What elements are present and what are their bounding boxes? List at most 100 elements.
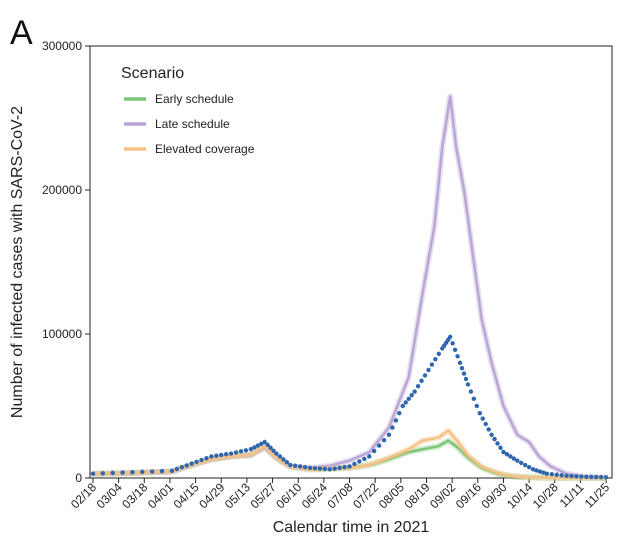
observed-point (228, 451, 234, 456)
observed-point (265, 442, 270, 448)
x-tick-label: 03/04 (94, 480, 125, 511)
x-tick-label: 08/05 (376, 480, 407, 511)
y-tick-label: 300000 (42, 39, 82, 53)
observed-point (268, 445, 273, 450)
observed-point (120, 470, 125, 475)
observed-point (511, 456, 517, 461)
observed-point (293, 463, 298, 468)
observed-point (526, 465, 532, 470)
observed-point (537, 469, 543, 474)
observed-point (281, 457, 286, 462)
x-tick-label: 04/15 (171, 480, 202, 511)
observed-point (564, 473, 569, 479)
observed-point (371, 448, 377, 454)
observed-point (381, 438, 387, 443)
observed-point (189, 461, 194, 466)
observed-point (459, 366, 465, 371)
observed-point (508, 454, 513, 459)
observed-point (393, 418, 399, 423)
observed-point (90, 471, 96, 476)
x-tick-label: 09/30 (478, 480, 509, 511)
x-tick-label: 11/11 (557, 480, 587, 510)
observed-point (480, 416, 485, 421)
observed-point (598, 474, 604, 480)
observed-point (252, 445, 257, 450)
observed-point (559, 473, 564, 478)
observed-point (179, 465, 184, 470)
series-line (92, 429, 607, 480)
observed-point (332, 466, 337, 471)
observed-point (262, 439, 267, 445)
x-tick-label: 07/08 (325, 480, 356, 511)
observed-point (436, 351, 442, 356)
observed-point (302, 465, 308, 470)
observed-point (463, 376, 469, 382)
observed-point (495, 441, 500, 446)
observed-point (574, 474, 579, 479)
observed-point (284, 459, 290, 465)
observed-point (130, 470, 135, 475)
observed-point (248, 447, 254, 452)
observed-point (347, 464, 352, 469)
legend-title: Scenario (121, 65, 184, 82)
observed-point (468, 389, 474, 394)
x-tick-label: 02/18 (68, 480, 99, 511)
observed-point (149, 469, 155, 474)
observed-point (589, 474, 594, 480)
observed-point (159, 468, 165, 474)
observed-point (409, 393, 414, 398)
observed-point (457, 360, 463, 365)
observed-point (243, 448, 249, 453)
observed-point (584, 474, 589, 480)
observed-point (362, 456, 367, 462)
observed-point (255, 443, 260, 448)
observed-point (110, 470, 115, 476)
observed-point (352, 461, 357, 467)
observed-point (489, 432, 494, 437)
observed-point (357, 459, 362, 464)
x-tick-label: 09/16 (453, 480, 484, 511)
observed-point (174, 466, 180, 472)
x-tick-label: 04/29 (196, 480, 227, 511)
observed-point (554, 472, 559, 477)
legend-label: Late schedule (155, 117, 230, 131)
observed-point (412, 389, 417, 394)
x-tick-label: 07/22 (350, 480, 381, 511)
observed-point (307, 465, 313, 471)
observed-point (214, 453, 219, 458)
observed-point (603, 475, 609, 480)
plot-frame (89, 45, 613, 479)
observed-point (297, 464, 303, 469)
observed-point (327, 467, 332, 472)
observed-point (455, 354, 460, 359)
x-tick-label: 03/18 (119, 480, 150, 511)
observed-point (450, 341, 455, 346)
observed-point (277, 454, 283, 459)
observed-point (406, 396, 411, 401)
x-tick-label: 06/24 (299, 480, 330, 511)
observed-point (403, 400, 408, 405)
observed-point (233, 450, 239, 455)
series-layer (90, 93, 609, 481)
legend-label: Elevated coverage (155, 142, 255, 156)
observed-point (534, 468, 539, 473)
observed-point (204, 456, 209, 461)
observed-point (397, 411, 402, 416)
observed-point (422, 373, 428, 378)
y-tick-label: 200000 (42, 183, 82, 197)
observed-point (219, 452, 224, 458)
observed-point (312, 466, 318, 471)
observed-point (419, 378, 424, 383)
x-axis-title: Calendar time in 2021 (273, 519, 430, 536)
y-axis-title: Number of infected cases with SARS-CoV-2 (9, 106, 26, 418)
panel-label: A (10, 14, 33, 52)
observed-point (541, 470, 546, 475)
observed-point (259, 441, 264, 446)
x-tick-label: 06/10 (273, 480, 304, 511)
observed-point (322, 466, 328, 472)
x-tick-label: 11/25 (582, 480, 613, 511)
observed-point (471, 396, 477, 401)
observed-point (515, 458, 520, 463)
observed-point (569, 473, 574, 479)
